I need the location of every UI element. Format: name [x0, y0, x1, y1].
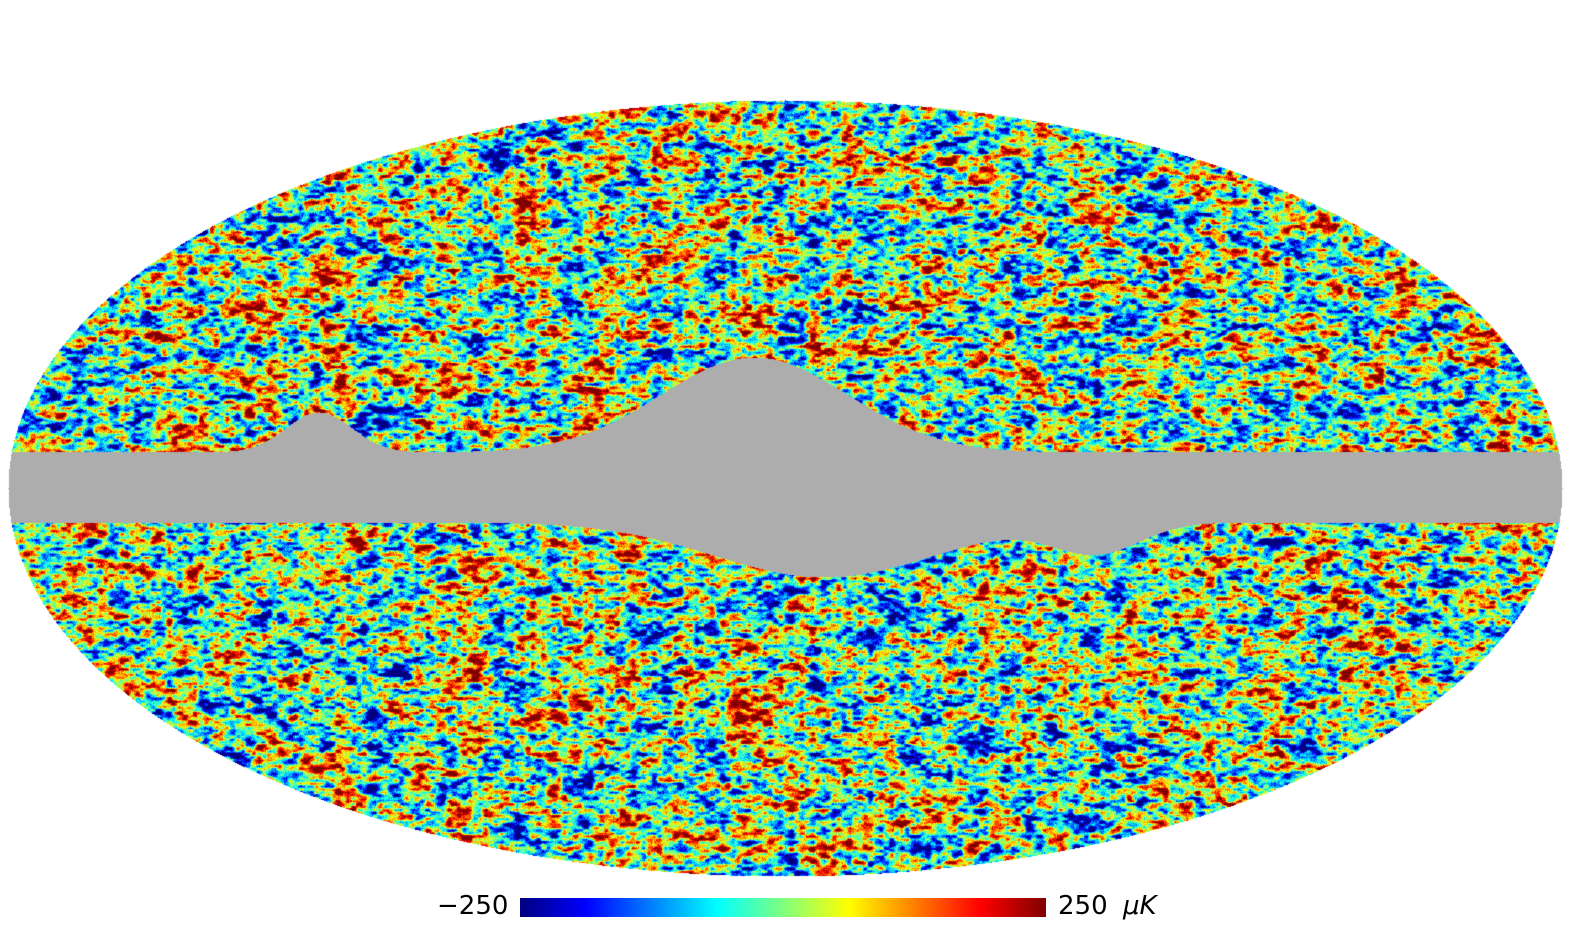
- colorbar: [520, 898, 1046, 917]
- colorbar-unit-label: μK: [1123, 891, 1157, 921]
- sky-map-mollweide: [0, 0, 1582, 880]
- colorbar-min-label: −250: [437, 891, 509, 921]
- colorbar-max-label: 250: [1058, 891, 1108, 921]
